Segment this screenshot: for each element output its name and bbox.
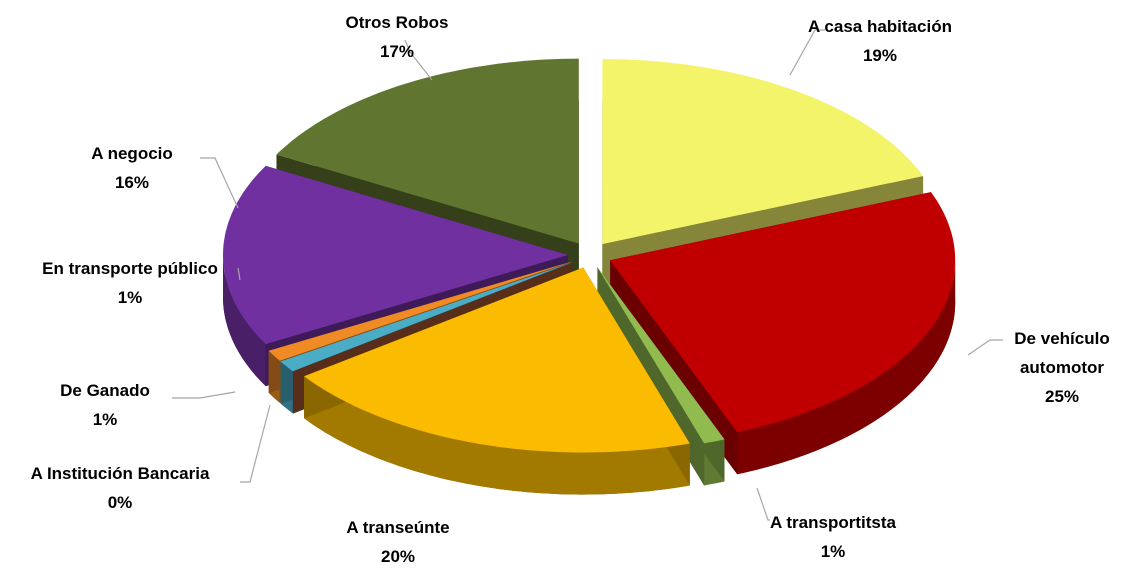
leader-line <box>404 39 433 81</box>
data-label: A transportitsta 1% <box>770 508 896 566</box>
slice <box>280 262 572 372</box>
slice-side <box>737 260 956 475</box>
leader-line <box>756 487 770 521</box>
data-label: A negocio 16% <box>91 139 173 197</box>
category-label: A Institución Bancaria <box>30 464 210 483</box>
data-label: A Institución Bancaria 0% <box>31 459 210 517</box>
data-label: A casa habitación 19% <box>808 12 952 70</box>
slice <box>276 58 579 244</box>
slice-side <box>223 255 266 387</box>
leader-line <box>967 339 1003 356</box>
value-label: 1% <box>92 410 118 429</box>
slice <box>597 267 725 444</box>
leader-line <box>237 267 241 281</box>
value-label: 19% <box>862 46 898 65</box>
value-label: 1% <box>117 288 143 307</box>
data-label: De vehículo automotor 25% <box>1007 324 1117 411</box>
slice <box>223 165 568 345</box>
slice <box>602 59 924 245</box>
leader-line <box>172 391 236 399</box>
leader-line <box>789 29 825 76</box>
category-label: En transporte público <box>42 259 218 278</box>
category-label: A transportitsta <box>770 513 896 532</box>
data-label: En transporte público 1% <box>42 254 218 312</box>
data-label: Otros Robos 17% <box>346 8 449 66</box>
value-label: 17% <box>379 42 415 61</box>
leader-line <box>240 404 271 483</box>
data-label: De Ganado 1% <box>60 376 150 434</box>
value-label: 16% <box>114 173 150 192</box>
value-label: 25% <box>1044 387 1080 406</box>
slice <box>610 192 956 433</box>
category-label: A negocio <box>91 144 173 163</box>
value-label: 1% <box>820 542 846 561</box>
category-label: Otros Robos <box>345 13 449 32</box>
leader-line <box>200 157 239 209</box>
slice <box>268 261 572 361</box>
slice-side <box>304 376 690 495</box>
category-label: A casa habitación <box>808 17 952 36</box>
category-label: A transeúnte <box>346 518 450 537</box>
category-label: De vehículo automotor <box>1014 329 1110 377</box>
data-label: A transeúnte 20% <box>346 513 449 571</box>
category-label: De Ganado <box>60 381 150 400</box>
value-label: 0% <box>107 493 133 512</box>
value-label: 20% <box>380 547 416 566</box>
slice <box>304 267 690 453</box>
